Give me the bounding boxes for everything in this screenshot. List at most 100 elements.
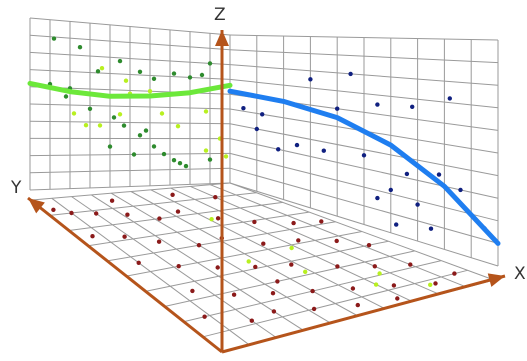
blue-curve xyxy=(227,88,501,246)
navy-point xyxy=(321,148,326,153)
light-green-point xyxy=(83,123,89,128)
light-green-point xyxy=(97,123,103,128)
dark-green-point xyxy=(171,71,177,76)
navy-point xyxy=(428,226,434,231)
floor-gridline-v xyxy=(69,201,283,231)
back-wall-gridline-v xyxy=(229,138,499,199)
light-green-point xyxy=(123,78,129,83)
navy-point xyxy=(375,195,380,201)
navy-point xyxy=(447,96,452,101)
axes-layer xyxy=(27,30,506,354)
dark-red-point xyxy=(231,292,237,297)
dark-red-point xyxy=(156,239,162,244)
y-axis-arrowhead xyxy=(28,198,45,214)
dark-red-point xyxy=(215,216,221,221)
navy-point xyxy=(254,126,259,132)
navy-point xyxy=(415,202,420,207)
dark-red-point xyxy=(253,264,258,270)
left-wall-gridline-v xyxy=(29,34,231,51)
dark-red-point xyxy=(261,241,266,246)
dark-red-point xyxy=(125,212,130,217)
dark-red-point xyxy=(249,318,254,323)
x-axis-arrowhead xyxy=(487,273,505,287)
dark-green-point xyxy=(151,144,157,149)
dark-red-point xyxy=(395,296,400,301)
dark-green-point xyxy=(63,94,69,99)
light-green-point xyxy=(99,66,105,71)
light-green-point xyxy=(147,89,153,94)
dark-red-point xyxy=(157,216,162,221)
dark-green-point xyxy=(137,133,143,138)
dark-green-point xyxy=(131,152,137,157)
navy-point xyxy=(458,187,463,193)
z-axis-arrowhead xyxy=(215,30,229,46)
dark-red-point xyxy=(271,309,277,314)
dark-red-point xyxy=(289,262,294,267)
light-green-floor-point xyxy=(303,269,308,274)
dark-red-point xyxy=(335,264,340,269)
dark-red-point xyxy=(366,243,372,248)
light-green-floor-point xyxy=(377,271,382,276)
left-wall-grid xyxy=(29,17,231,191)
floor-gridline-v xyxy=(202,269,468,338)
dark-green-point xyxy=(121,123,127,128)
dark-red-point xyxy=(408,262,413,267)
back-wall-gridline-v xyxy=(229,152,499,222)
dark-green-point xyxy=(207,61,213,66)
dark-green-point xyxy=(207,157,213,162)
dark-green-point xyxy=(137,69,143,75)
dark-red-point xyxy=(252,219,257,225)
light-green-point xyxy=(223,154,229,159)
back-wall-gridline-v xyxy=(229,123,499,177)
dark-green-point xyxy=(107,144,113,149)
navy-point xyxy=(294,142,300,148)
light-green-point xyxy=(175,124,181,129)
light-green-floor-point xyxy=(373,282,379,287)
light-green-curve xyxy=(27,80,233,99)
dark-red-point xyxy=(51,207,56,212)
dark-green-point xyxy=(151,76,157,82)
navy-point xyxy=(348,71,353,77)
dark-red-point xyxy=(176,264,181,269)
dark-green-point xyxy=(77,45,83,50)
navy-point xyxy=(335,106,340,111)
x-axis-line xyxy=(221,274,506,354)
dark-green-point xyxy=(161,151,167,157)
dark-green-point xyxy=(111,115,117,120)
dark-red-point xyxy=(334,238,339,244)
light-green-point xyxy=(117,112,123,117)
navy-point xyxy=(241,106,246,111)
light-green-point xyxy=(159,111,165,116)
dark-red-point xyxy=(90,234,95,239)
floor-gridline-v xyxy=(126,231,363,277)
dark-red-point xyxy=(310,288,315,294)
light-green-floor-point xyxy=(289,245,294,251)
left-wall-gridline-v xyxy=(29,152,231,157)
light-green-floor-point xyxy=(209,217,214,222)
light-green-point xyxy=(203,148,209,153)
navy-point xyxy=(404,171,410,177)
dark-red-point xyxy=(296,238,301,243)
dark-red-point xyxy=(391,283,397,288)
dark-green-point xyxy=(117,58,123,64)
dark-green-point xyxy=(143,128,149,133)
left-wall-gridline-v xyxy=(29,120,231,125)
dark-red-point xyxy=(202,314,207,319)
back-wall-gridline-v xyxy=(229,78,499,109)
navy-point xyxy=(436,172,442,177)
dark-green-point xyxy=(199,72,205,78)
dark-red-point xyxy=(170,192,175,197)
dark-red-point xyxy=(69,210,74,216)
dark-green-point xyxy=(187,75,193,80)
back-wall-gridline-v xyxy=(229,167,499,244)
floor-gridline-v xyxy=(145,240,389,292)
left-wall-gridline-v xyxy=(29,167,231,174)
left-wall-gridline-v xyxy=(29,182,231,191)
dark-red-point xyxy=(175,209,181,214)
navy-point xyxy=(410,104,415,110)
floor-gridline-v xyxy=(164,250,415,307)
dark-red-point xyxy=(270,291,276,296)
left-wall-gridline-v xyxy=(29,69,231,80)
